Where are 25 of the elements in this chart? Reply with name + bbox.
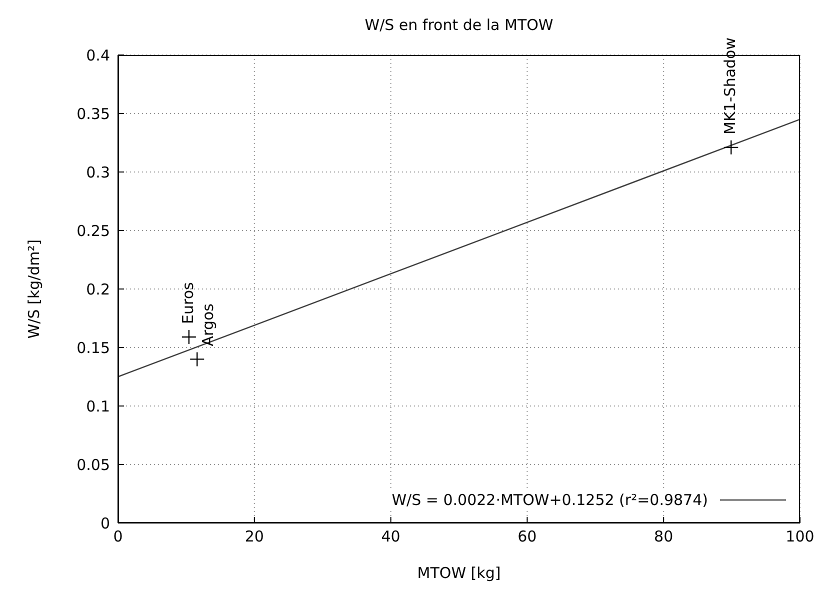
- y-tick-label: 0.35: [76, 104, 110, 123]
- annotation: MK1-Shadow: [721, 38, 740, 134]
- y-tick-label: 0.1: [86, 397, 110, 416]
- y-tick-label: 0.3: [86, 163, 110, 182]
- x-tick-label: 60: [518, 528, 537, 546]
- x-tick-label: 100: [786, 528, 814, 546]
- y-tick-label: 0: [100, 514, 110, 532]
- x-tick-label: 80: [654, 528, 674, 546]
- y-tick-label: 0.2: [86, 280, 110, 298]
- x-tick-label: 40: [381, 528, 400, 546]
- y-tick-label: 0.4: [86, 46, 110, 64]
- y-tick-label: 0.05: [76, 456, 110, 474]
- chart-title: W/S en front de la MTOW: [364, 16, 554, 34]
- y-tick-label: 0.25: [76, 222, 110, 240]
- point: [181, 329, 197, 345]
- y-tick-label: 0.15: [76, 338, 110, 357]
- point: [190, 352, 205, 367]
- annotation: Euros: [178, 282, 197, 324]
- x-tick-label: 0: [113, 528, 123, 546]
- legend-label: W/S = 0.0022·MTOW+0.1252 (r²=0.9874): [392, 491, 708, 509]
- x-axis-title: MTOW [kg]: [417, 564, 501, 582]
- annotation: Argos: [199, 303, 218, 346]
- point: [724, 140, 739, 156]
- y-axis-title: W/S [kg/dm²]: [25, 239, 43, 339]
- x-tick-label: 20: [244, 528, 264, 546]
